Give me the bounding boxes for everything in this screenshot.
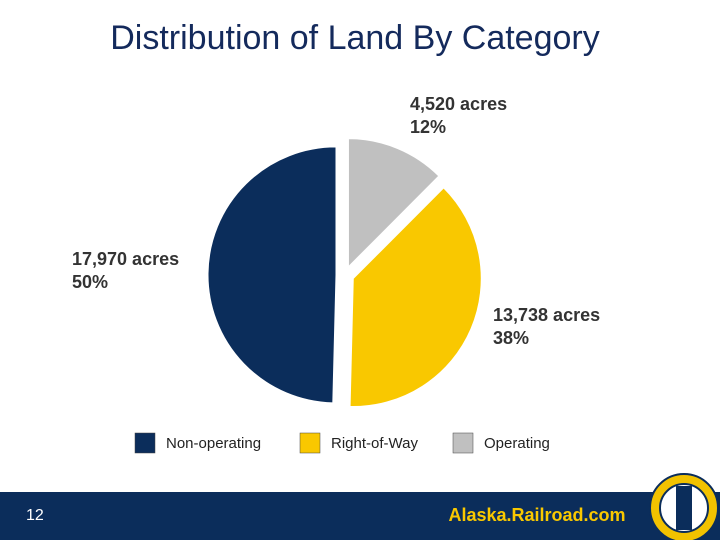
legend-label: Right-of-Way <box>331 435 418 452</box>
value-label: 4,520 acres <box>410 94 507 114</box>
logo <box>649 473 719 540</box>
value-label: 17,970 acres <box>72 249 179 269</box>
legend-label: Operating <box>484 435 550 452</box>
percent-label: 12% <box>410 117 446 137</box>
pie-slice <box>207 146 337 404</box>
website: Alaska.Railroad.com <box>448 505 625 525</box>
percent-label: 50% <box>72 272 108 292</box>
value-label: 13,738 acres <box>493 305 600 325</box>
footer-bar <box>0 492 720 540</box>
chart-title: Distribution of Land By Category <box>110 19 599 57</box>
legend-swatch <box>452 432 474 454</box>
legend-swatch <box>299 432 321 454</box>
percent-label: 38% <box>493 328 529 348</box>
page-number: 12 <box>26 507 44 524</box>
legend-swatch <box>134 432 156 454</box>
pie-slice <box>347 138 440 268</box>
pie-slice <box>349 187 482 408</box>
legend-label: Non-operating <box>166 435 261 452</box>
